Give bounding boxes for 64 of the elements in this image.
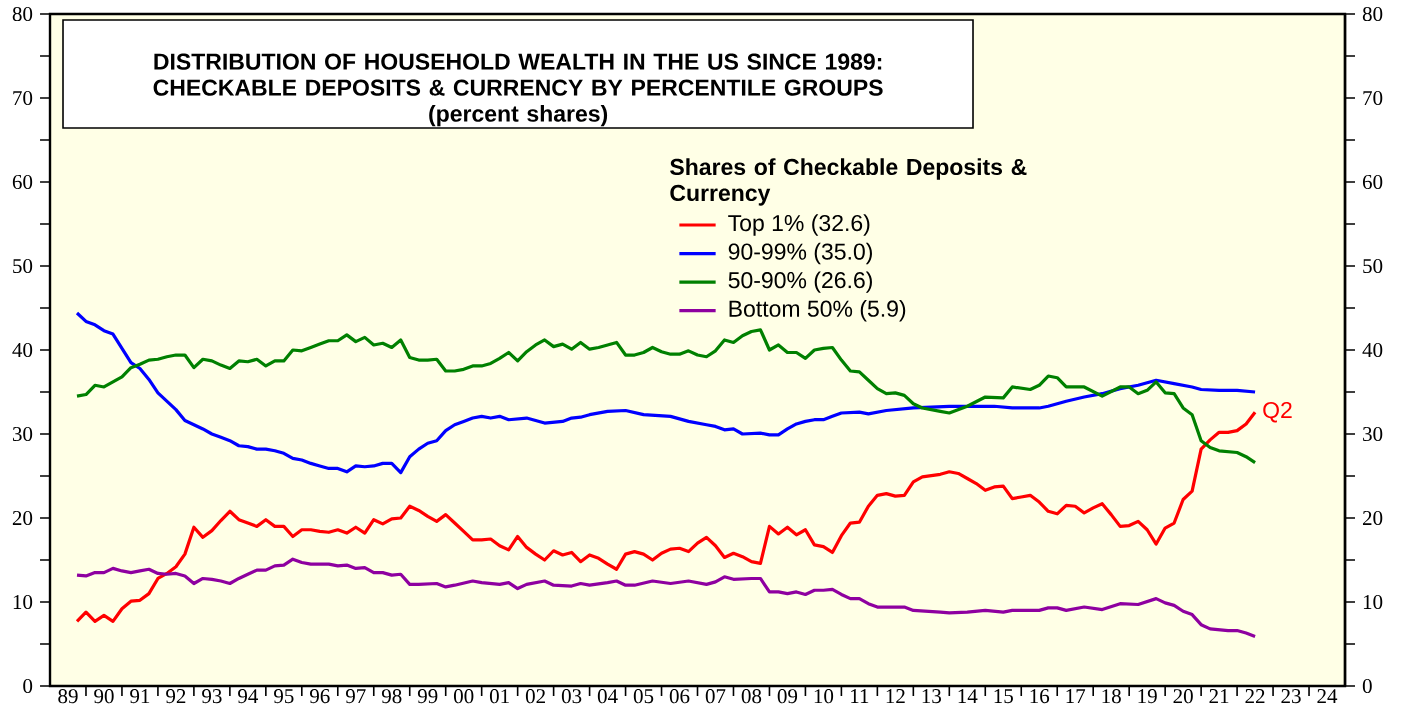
line-series — [75, 328, 1257, 465]
text: (percent shares) — [429, 104, 608, 127]
line-series — [75, 410, 1257, 623]
x-tick-label: 06 — [669, 689, 690, 704]
x-tick-label: 03 — [561, 689, 582, 704]
x-tick-label: 23 — [1281, 689, 1301, 704]
x-tick-label: 91 — [130, 689, 150, 704]
x-tick-label: 96 — [309, 689, 330, 704]
x-tick-label: 17 — [1066, 689, 1086, 703]
y2-tick-label: 50 — [1363, 258, 1383, 274]
x-tick-label: 19 — [1138, 689, 1157, 704]
y-tick-label: 50 — [13, 258, 33, 274]
x-tick-label: 02 — [525, 689, 545, 704]
x-tick-label: 97 — [345, 689, 366, 704]
y-tick-label: 60 — [12, 174, 33, 190]
x-tick-label: 09 — [777, 689, 798, 704]
y2-tick-label: 30 — [1363, 426, 1383, 442]
y-tick-label: 0 — [23, 678, 33, 694]
y2-tick-label: 20 — [1362, 510, 1383, 526]
x-tick-label: 14 — [958, 689, 978, 703]
x-tick-label: 92 — [166, 689, 186, 704]
x-tick-label: 10 — [814, 689, 834, 704]
x-tick-label: 99 — [417, 689, 438, 704]
x-tick-label: 93 — [202, 689, 222, 704]
x-tick-label: 95 — [274, 689, 294, 704]
x-tick-label: 05 — [633, 689, 654, 704]
x-tick-label: 98 — [381, 689, 402, 704]
x-tick-label: 12 — [886, 689, 905, 703]
y-tick-label: 30 — [12, 426, 33, 442]
x-tick-label: 24 — [1317, 689, 1338, 703]
x-tick-label: 07 — [705, 689, 726, 704]
x-tick-label: 08 — [741, 689, 762, 704]
x-tick-label: 00 — [453, 689, 474, 704]
x-tick-label: 20 — [1173, 689, 1193, 704]
y2-tick-label: 0 — [1362, 678, 1372, 694]
y-tick-label: 40 — [12, 342, 33, 358]
y2-tick-label: 40 — [1362, 342, 1383, 358]
legend-label: Bottom 50% (5.9) — [729, 299, 906, 322]
x-tick-label: 04 — [597, 689, 618, 704]
y2-tick-label: 60 — [1362, 174, 1383, 190]
x-tick-label: 13 — [922, 689, 941, 704]
legend-label: 50-90% (26.6) — [728, 271, 872, 293]
text: DISTRIBUTION OF HOUSEHOLD WEALTH IN THE US SINCE 1989: CHECKABLE DEPOSITS & CURRENCY BY PERCENTILE GROUPS — [153, 53, 883, 96]
legend-title: Shares of Checkable Deposits & Currency — [670, 158, 1027, 206]
y-tick-label: 20 — [12, 510, 33, 526]
y2-tick-label: 80 — [1362, 6, 1383, 22]
y-tick-label: 10 — [13, 594, 33, 610]
x-tick-label: 22 — [1245, 689, 1265, 703]
x-tick-label: 16 — [1030, 689, 1050, 704]
x-tick-label: 15 — [994, 689, 1013, 704]
x-tick-label: 11 — [851, 689, 869, 703]
x-tick-label: 21 — [1209, 689, 1229, 703]
x-tick-label: 18 — [1102, 689, 1121, 704]
legend-label: Top 1% (32.6) — [728, 214, 870, 236]
legend-label: 90-99% (35.0) — [728, 242, 872, 265]
x-tick-label: 90 — [94, 689, 114, 704]
x-tick-label: 89 — [58, 689, 78, 704]
x-tick-label: 01 — [489, 689, 509, 704]
y2-tick-label: 70 — [1363, 90, 1383, 106]
annotation: Q2 — [1263, 401, 1292, 423]
y-tick-label: 80 — [12, 6, 33, 22]
x-tick-label: 94 — [238, 689, 259, 704]
y2-tick-label: 10 — [1363, 594, 1383, 610]
y-tick-label: 70 — [13, 90, 33, 106]
